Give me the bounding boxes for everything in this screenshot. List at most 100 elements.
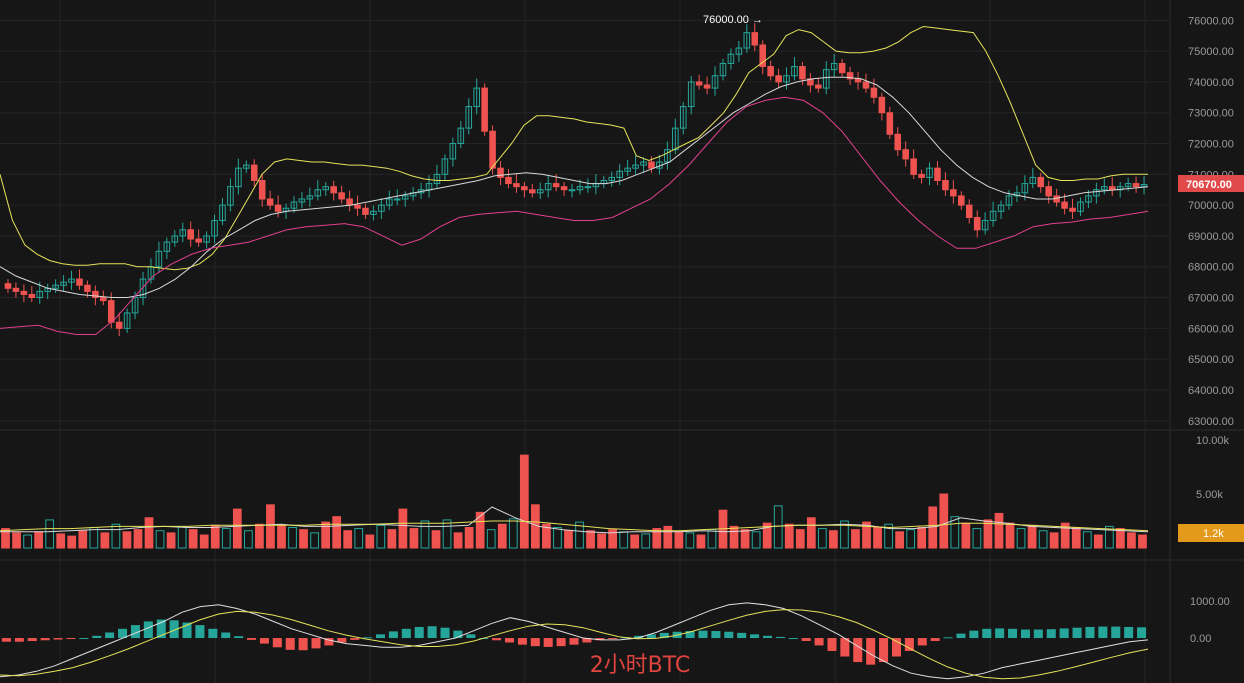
macd-histogram-bar [1008,628,1018,639]
volume-bar [1,528,10,549]
candle-body [536,189,544,194]
candle-body [1093,189,1100,197]
candle-body [1005,195,1013,206]
candle-body [870,87,878,98]
volume-bar [1049,532,1059,549]
volume-bar [133,529,143,549]
candle-body [393,198,401,201]
macd-histogram-bar [1137,627,1147,639]
candle-body [799,66,806,80]
candle-body [576,186,584,191]
volume-bar [354,528,364,549]
macd-histogram-bar [750,634,760,639]
candle-body [886,112,894,135]
candle-body [822,69,830,89]
volume-bar [773,505,783,549]
macd-histogram-bar [182,622,192,639]
volume-bar [255,523,264,549]
candle-body [965,204,973,218]
macd-axis: 1000.00 0.00 [1190,596,1230,645]
volume-bar [575,521,584,549]
candle-body [743,32,751,49]
volume-bar [1116,528,1125,549]
volume-bar [266,504,275,549]
candle-body [219,204,226,222]
volume-bar [806,517,816,549]
volume-bar [674,531,684,549]
candle-body [552,183,560,188]
price-tick-label: 67000.00 [1188,293,1234,305]
volume-bar [851,529,860,549]
candle-body [354,204,361,209]
candle-body [981,220,989,231]
candle-body [195,238,202,243]
macd-histogram-bar [105,632,115,639]
candle-body [767,66,774,77]
candle-body [76,278,83,286]
candle-body [131,297,139,314]
volume-bar [1105,525,1114,549]
volume-bar [685,532,695,549]
macd-histogram-bar [466,634,476,639]
candle-body [878,96,886,114]
candle-body [362,207,369,215]
volume-bar [100,532,110,549]
volume-bar [431,530,441,549]
candle-body [449,143,457,160]
volume-bar [453,532,463,549]
candle-body [163,241,171,252]
candle-body [481,87,488,132]
candle-body [719,62,727,77]
macd-histogram-bar [143,621,153,639]
volume-bar [343,530,353,549]
macd-histogram-bar [156,619,166,639]
macd-histogram-bar [221,632,231,639]
volume-bar [972,528,982,549]
gridlines [0,0,1170,683]
volume-bar [862,521,871,549]
price-tick-label: 70000.00 [1188,200,1234,212]
macd-histogram-bar [556,638,566,647]
candle-body [386,198,393,206]
macd-histogram-bar [376,634,386,639]
candle-body [203,235,210,243]
candle-body [759,44,766,68]
macd-histogram-bar [879,638,889,663]
candlestick-series [4,23,1148,337]
macd-histogram-bar [208,628,218,639]
volume-bar [1060,522,1070,549]
volume-bar [1138,534,1147,549]
macd-histogram-bar [234,636,244,639]
candle-body [457,127,465,145]
volume-bar [884,523,893,549]
candle-body [703,84,711,89]
candle-body [926,167,933,178]
price-tick-label: 73000.00 [1188,108,1234,120]
macd-histogram-bar [324,638,334,646]
candle-body [735,47,743,55]
macd-histogram-bar [247,638,257,640]
candle-body [664,149,671,163]
candle-body [306,195,314,200]
candle-body [529,189,536,194]
candle-body [679,106,687,129]
volume-bar [277,524,286,549]
macd-histogram-bar [1033,629,1043,639]
candle-body [1108,186,1116,191]
macd-histogram-bar [350,638,360,640]
volume-bar [508,518,518,549]
macd-histogram-bar [311,638,321,649]
candle-body [791,66,798,77]
volume-bar [795,529,805,549]
macd-histogram-bar [801,638,811,641]
price-tick-label: 68000.00 [1188,262,1234,274]
macd-histogram-bar [401,628,411,639]
macd-histogram-bar [698,630,708,639]
macd-histogram-bar [40,638,50,641]
macd-histogram-bar [504,638,515,643]
volume-bar [906,529,916,549]
candle-body [179,229,187,237]
candle-body [942,179,949,191]
